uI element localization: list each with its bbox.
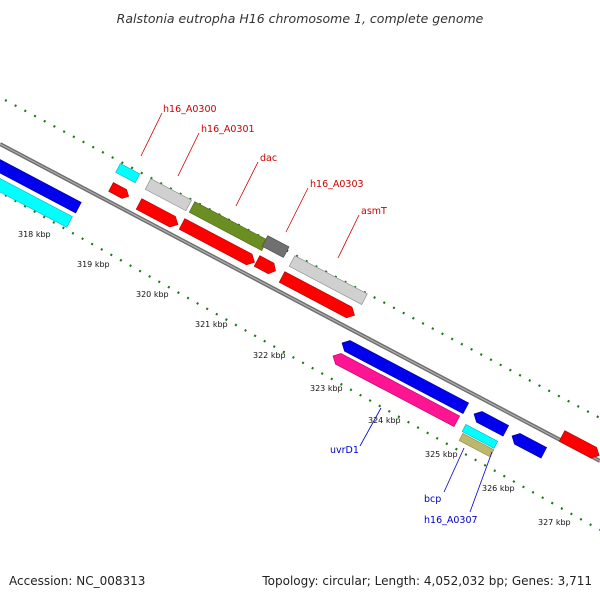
gene-asmt [288,255,368,305]
tick-label: 318 kbp [18,230,51,239]
tick-label: 323 kbp [310,384,343,393]
topology-summary: Topology: circular; Length: 4,052,032 bp… [261,574,592,588]
label-h16-a0303: h16_A0303 [310,179,364,190]
forward-labels: h16_A0300 h16_A0301 dac h16_A0303 asmT [140,104,387,259]
gene-h16-a0303 [261,235,290,258]
label-asmt: asmT [361,206,387,217]
gene-red-6 [558,430,600,459]
gene-small-red-1 [108,182,130,199]
tick-label: 321 kbp [195,320,228,329]
tick-labels: 318 kbp 319 kbp 320 kbp 321 kbp 322 kbp … [18,230,571,527]
outer-tick-ring [4,99,600,419]
forward-genes [108,163,600,459]
label-h16-a0301: h16_A0301 [201,124,255,135]
tick-label: 325 kbp [425,450,458,459]
gene-uvrd1-blue [341,340,470,415]
reverse-labels: uvrD1 bcp h16_A0307 [330,407,493,526]
inner-tick-ring [4,194,600,531]
gene-cyan-left [0,177,73,228]
tick-label: 324 kbp [368,416,401,425]
label-dac: dac [260,153,277,164]
gene-red-2 [135,198,179,228]
gene-bcp-cyan [461,424,499,449]
gene-blue-left [0,158,82,214]
reverse-genes [0,158,548,459]
label-uvrd1: uvrD1 [330,445,359,456]
gene-red-5 [278,271,355,319]
gene-magenta [332,353,461,428]
label-bcp: bcp [424,494,441,505]
gene-small-red-4 [253,255,276,275]
tick-label: 320 kbp [136,290,169,299]
genome-backbone [0,142,600,463]
map-title: Ralstonia eutropha H16 chromosome 1, com… [117,11,484,26]
gene-h16-a0300 [115,163,141,184]
gene-h16-a0301 [144,178,192,212]
gene-h16-a0307 [458,433,495,458]
tick-label: 327 kbp [538,518,571,527]
label-h16-a0307: h16_A0307 [424,515,478,526]
tick-label: 319 kbp [77,260,110,269]
gene-blue-small-2 [511,433,548,459]
label-h16-a0300: h16_A0300 [163,104,217,115]
accession-text: Accession: NC_008313 [9,574,145,588]
gene-red-3 [178,218,255,266]
gene-blue-small-1 [473,411,510,437]
tick-label: 326 kbp [482,484,515,493]
tick-label: 322 kbp [253,351,286,360]
